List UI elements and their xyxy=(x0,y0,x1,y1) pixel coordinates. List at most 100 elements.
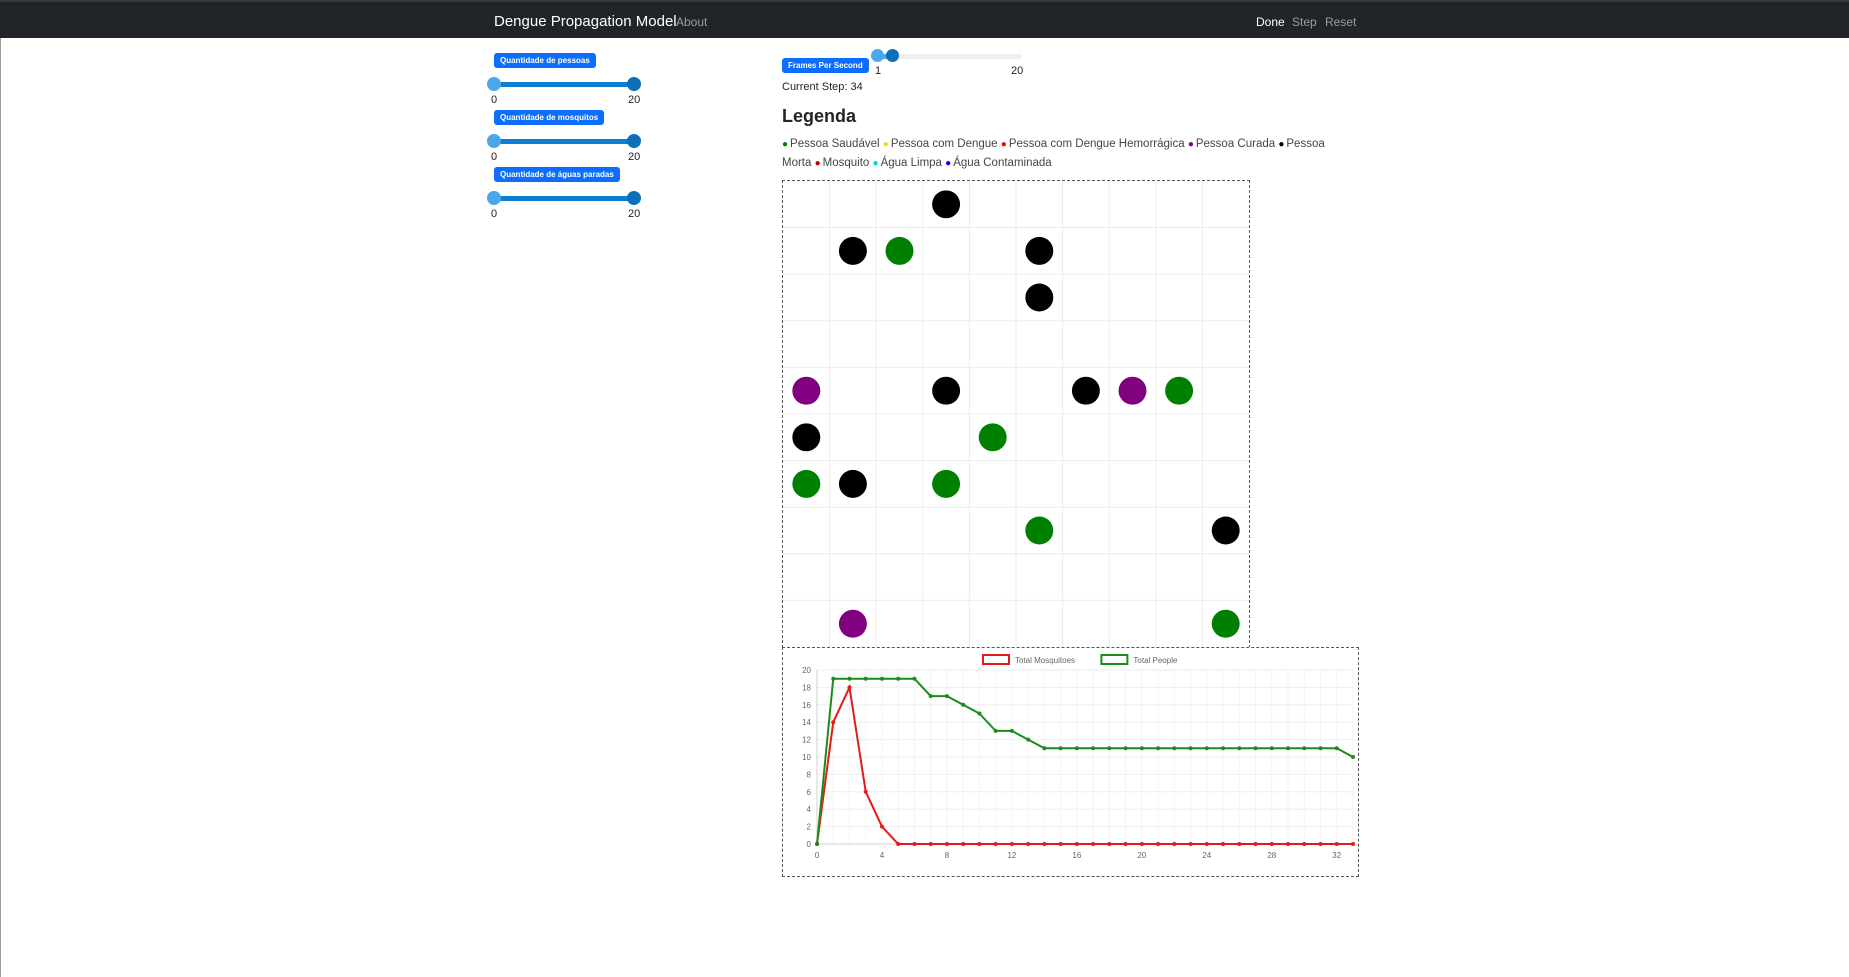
water-min-label: 0 xyxy=(491,208,498,220)
mosquitoes-range-track[interactable] xyxy=(494,139,634,144)
series-point xyxy=(1334,746,1339,751)
y-tick-label: 10 xyxy=(802,753,811,762)
series-point xyxy=(1302,746,1307,751)
x-tick-label: 8 xyxy=(945,851,950,860)
people-max-label: 20 xyxy=(628,94,641,106)
water-max-handle[interactable] xyxy=(627,191,641,205)
step-button[interactable]: Step xyxy=(1292,15,1317,29)
done-button[interactable]: Done xyxy=(1256,15,1285,29)
series-line xyxy=(816,677,1354,845)
series-point xyxy=(1009,842,1014,846)
agent-circle xyxy=(1211,516,1240,545)
water-max-label: 20 xyxy=(628,208,641,220)
current-step-text: Current Step: 34 xyxy=(782,81,863,93)
series-point xyxy=(1139,746,1144,751)
fps-label: Frames Per Second xyxy=(782,58,869,73)
chart-legend-label: Total Mosquitoes xyxy=(1015,656,1075,665)
series-point xyxy=(1253,842,1258,846)
fps-fill xyxy=(877,54,893,59)
people-max-handle[interactable] xyxy=(627,77,641,91)
agent-circle xyxy=(792,423,821,452)
fps-value-handle[interactable] xyxy=(885,49,899,62)
series-point xyxy=(1351,755,1355,759)
series-line xyxy=(816,684,1353,845)
legend-item: ● Água Contaminada xyxy=(945,157,1052,169)
series-point xyxy=(1188,842,1193,846)
y-tick-label: 8 xyxy=(807,770,812,779)
legend-item: ● Pessoa com Dengue Hemorrágica xyxy=(1001,138,1185,150)
simulation-grid xyxy=(782,180,1250,648)
agent-circle xyxy=(932,376,961,405)
legend-label: Água Limpa xyxy=(880,157,942,169)
legend-dot-icon: ● xyxy=(814,158,821,169)
series-point xyxy=(977,842,982,846)
agent-circle xyxy=(978,423,1007,452)
fps-track[interactable] xyxy=(877,54,1022,59)
series-point xyxy=(1318,746,1323,751)
chart-canvas: Total Mosquitoes Total People 0 24 6 8 10 12 14 1… xyxy=(802,654,1355,860)
page-left-border xyxy=(0,0,1,977)
series-point xyxy=(1107,746,1112,751)
series-point xyxy=(961,842,966,846)
series-point xyxy=(1058,842,1063,846)
fps-min-label: 1 xyxy=(875,65,882,77)
series-point xyxy=(1286,746,1291,751)
reset-button[interactable]: Reset xyxy=(1325,15,1357,29)
legend-label: Mosquito xyxy=(822,157,870,169)
series-point xyxy=(863,676,868,681)
x-tick-label: 24 xyxy=(1202,851,1211,860)
legend-list: ● Pessoa Saudável ● Pessoa com Dengue ● Pes… xyxy=(782,135,1342,173)
series-point xyxy=(993,842,998,846)
water-min-handle[interactable] xyxy=(487,191,501,205)
legend-label: Pessoa com Dengue xyxy=(890,138,998,150)
legend-label: Pessoa Saudável xyxy=(790,138,880,150)
x-tick-label: 4 xyxy=(880,851,885,860)
series-point xyxy=(1334,842,1339,846)
series-point xyxy=(879,824,884,829)
x-tick-label: 16 xyxy=(1072,851,1081,860)
series-point xyxy=(961,702,966,707)
x-tick-label: 28 xyxy=(1267,851,1276,860)
y-tick-label: 20 xyxy=(802,666,811,675)
series-point xyxy=(896,676,901,681)
y-tick-label: 16 xyxy=(802,701,811,710)
series-point xyxy=(944,842,949,846)
series-point xyxy=(1302,842,1307,846)
chart-legend-label: Total People xyxy=(1133,656,1178,665)
legend-item: ● Pessoa Saudável xyxy=(782,138,880,150)
y-tick-label: 6 xyxy=(807,788,812,797)
series-point xyxy=(1026,737,1031,742)
series-point xyxy=(1237,746,1242,751)
series-point xyxy=(896,842,901,846)
series-point xyxy=(1221,746,1226,751)
legend-dot-icon: ● xyxy=(882,139,889,150)
series-point xyxy=(1188,746,1193,751)
brand-title[interactable]: Dengue Propagation Model xyxy=(494,13,677,30)
series-point xyxy=(1074,746,1079,751)
people-min-handle[interactable] xyxy=(487,77,501,91)
y-tick-label: 4 xyxy=(807,805,812,814)
y-tick-label: 14 xyxy=(802,718,811,727)
people-range-track[interactable] xyxy=(494,82,634,87)
series-point xyxy=(1091,746,1096,751)
agent-circle xyxy=(1025,516,1054,545)
water-param-label: Quantidade de águas paradas xyxy=(494,167,620,182)
series-point xyxy=(912,676,917,681)
series-point xyxy=(1042,746,1047,751)
water-range-track[interactable] xyxy=(494,196,634,201)
legend-label: Pessoa com Dengue Hemorrágica xyxy=(1008,138,1185,150)
y-tick-label: 0 xyxy=(807,840,812,849)
agent-circle xyxy=(1025,283,1054,312)
mosquitoes-max-handle[interactable] xyxy=(627,134,641,148)
series-point xyxy=(879,676,884,681)
x-tick-label: 12 xyxy=(1007,851,1016,860)
legend-dot-icon: ● xyxy=(945,158,952,169)
fps-min-handle[interactable] xyxy=(871,49,884,62)
mosquitoes-min-handle[interactable] xyxy=(487,134,501,148)
nav-about-link[interactable]: About xyxy=(676,15,708,29)
series-point xyxy=(977,711,982,716)
mosquitoes-max-label: 20 xyxy=(628,151,641,163)
series-point xyxy=(1172,842,1177,846)
chart-legend-swatch xyxy=(1100,654,1129,665)
population-chart: Total Mosquitoes Total People 0 2 4 6 8 10 12 14 1… xyxy=(782,647,1359,877)
